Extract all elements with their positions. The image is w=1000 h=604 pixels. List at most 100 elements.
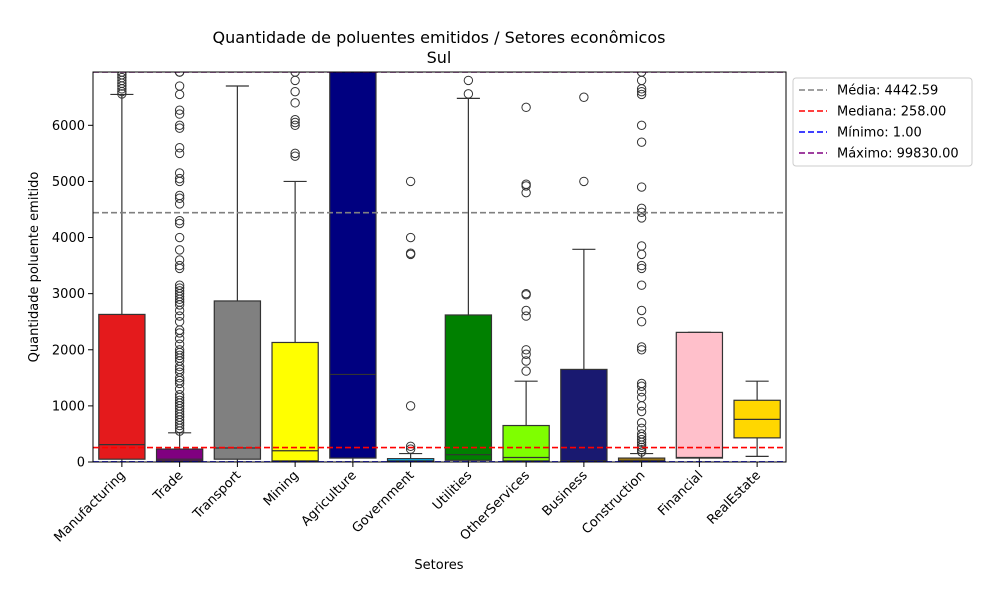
y-tick-label: 4000	[52, 231, 85, 246]
outlier-point	[174, 350, 185, 361]
box-trade	[155, 72, 204, 462]
outlier-point	[174, 218, 185, 229]
outlier-point	[174, 389, 185, 400]
outlier-point	[636, 345, 647, 355]
box-iqr	[444, 314, 493, 461]
box-agriculture	[329, 72, 377, 462]
outlier-point	[290, 151, 300, 161]
outlier-point	[174, 378, 185, 389]
outlier-point	[521, 102, 531, 113]
box-iqr	[98, 313, 146, 460]
legend-label: Média: 4442.59	[837, 84, 938, 99]
outlier-point	[636, 263, 647, 274]
outlier-point	[636, 342, 647, 352]
outlier-point	[405, 444, 416, 454]
box-iqr	[502, 424, 550, 462]
outlier-point	[521, 288, 531, 299]
outlier-point	[174, 81, 185, 91]
outlier-point	[636, 406, 647, 417]
box-iqr	[329, 72, 377, 459]
chart-subtitle: Sul	[427, 48, 452, 67]
box-mining	[271, 72, 319, 462]
x-axis-label: Setores	[414, 558, 463, 573]
outlier-point	[636, 260, 647, 271]
outlier-point	[117, 72, 127, 80]
outlier-point	[174, 345, 185, 355]
outlier-point	[174, 148, 185, 159]
outlier-point	[290, 117, 300, 128]
outlier-point	[636, 120, 647, 131]
plot-content	[93, 72, 786, 462]
legend-label: Mínimo: 1.00	[837, 126, 922, 141]
outlier-point	[290, 114, 300, 125]
outlier-point	[174, 168, 185, 178]
outlier-point	[174, 173, 185, 184]
outlier-point	[174, 280, 185, 290]
outlier-point	[636, 203, 647, 214]
outlier-point	[174, 190, 185, 201]
outlier-point	[405, 248, 416, 258]
outlier-point	[174, 317, 185, 327]
outlier-point	[174, 339, 185, 349]
outlier-point	[405, 441, 416, 451]
box-iqr	[213, 300, 262, 460]
x-tick-label: Trade	[150, 468, 186, 504]
outlier-point	[174, 311, 185, 321]
outlier-point	[174, 328, 185, 338]
legend-frame	[792, 77, 973, 167]
box-utilities	[444, 75, 493, 462]
outlier-point	[174, 367, 185, 377]
outlier-point	[174, 89, 185, 100]
y-tick-label: 3000	[52, 287, 85, 302]
plot-area: 0 1000 2000 3000 4000 5000 6000 Manufacturing Tr…	[52, 71, 787, 545]
outlier-point	[290, 148, 300, 159]
box-iqr	[560, 368, 608, 462]
outlier-point	[636, 392, 647, 403]
x-tick-label: Transport	[190, 468, 244, 522]
outlier-point	[174, 245, 185, 255]
outlier-point	[405, 232, 416, 243]
outlier-point	[636, 305, 647, 316]
box-construction	[617, 72, 666, 462]
outlier-point	[463, 75, 474, 86]
outlier-point	[579, 176, 589, 187]
box-iqr	[675, 331, 724, 459]
outlier-point	[636, 317, 647, 327]
outlier-point	[117, 72, 127, 83]
outlier-point	[636, 444, 647, 455]
x-tick-label: RealEstate	[704, 468, 764, 528]
outlier-point	[174, 283, 185, 293]
outlier-point	[521, 366, 531, 376]
box-manufacturing	[98, 72, 146, 462]
chart-title: Quantidade de poluentes emitidos / Setor…	[213, 28, 666, 47]
outlier-point	[174, 286, 185, 296]
outlier-point	[174, 109, 185, 119]
outlier-point	[174, 143, 185, 153]
x-tick-label: Agriculture	[299, 468, 360, 529]
outlier-point	[174, 120, 185, 131]
outlier-point	[636, 429, 647, 439]
outlier-point	[636, 249, 647, 260]
outlier-point	[290, 75, 300, 86]
outlier-point	[521, 349, 531, 359]
outlier-point	[405, 401, 416, 411]
outlier-point	[636, 381, 647, 391]
box-financial	[675, 331, 724, 462]
outlier-point	[636, 86, 647, 97]
outlier-point	[636, 75, 647, 86]
outlier-point	[636, 182, 647, 192]
outlier-point	[636, 280, 647, 290]
outlier-point	[636, 241, 647, 251]
x-tick-label: Government	[350, 468, 418, 536]
box-realestate	[733, 380, 781, 457]
legend-label: Mediana: 258.00	[837, 105, 946, 120]
outlier-point	[521, 305, 531, 316]
outlier-point	[636, 89, 647, 100]
outlier-point	[463, 89, 474, 99]
outlier-point	[174, 255, 185, 265]
outlier-point	[521, 356, 531, 366]
outlier-point	[521, 345, 531, 355]
x-tick-label: Business	[540, 468, 591, 519]
outlier-point	[521, 311, 531, 321]
